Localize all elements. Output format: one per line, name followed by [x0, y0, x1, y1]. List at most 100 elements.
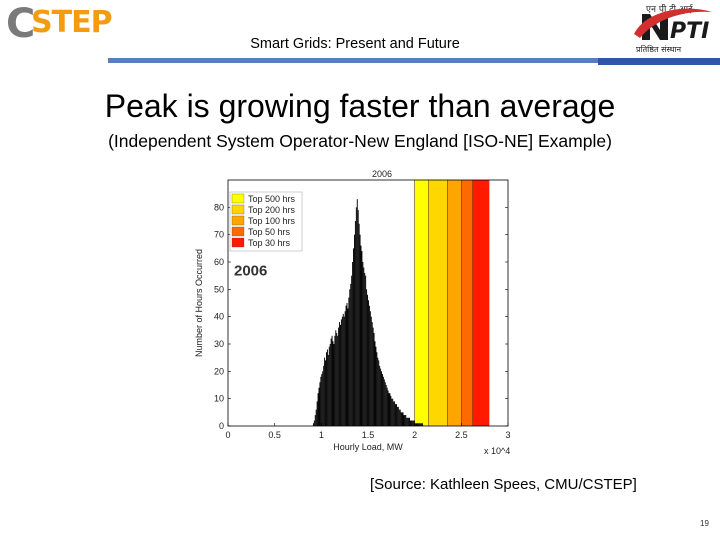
x-tick-label: 3 — [505, 430, 510, 440]
histogram-bar — [342, 313, 344, 426]
histogram-bar — [356, 199, 358, 426]
histogram-bar — [378, 360, 380, 426]
histogram-bar — [354, 221, 356, 426]
histogram-bar — [389, 393, 391, 426]
histogram-bar — [368, 305, 370, 426]
histogram-bar — [347, 308, 349, 426]
histogram-bars — [312, 199, 424, 426]
chart-x-multiplier: x 10^4 — [484, 446, 510, 456]
histogram-bar — [343, 316, 345, 426]
histogram-bar — [326, 352, 327, 426]
histogram-bar — [313, 420, 315, 426]
histogram-bar — [403, 415, 405, 426]
histogram-bar — [359, 234, 361, 426]
y-tick-label: 0 — [219, 421, 224, 431]
legend-swatch — [231, 226, 245, 237]
legend-label: Top 200 hrs — [248, 205, 296, 215]
histogram-bar — [364, 272, 366, 426]
histogram-bar — [382, 374, 383, 426]
x-tick-label: 1.5 — [362, 430, 375, 440]
source-citation: [Source: Kathleen Spees, CMU/CSTEP] — [370, 476, 637, 493]
band-5 — [472, 180, 490, 426]
histogram-bar — [357, 210, 359, 426]
histogram-bar — [410, 420, 411, 426]
histogram-bar — [382, 376, 384, 426]
histogram-bar — [335, 330, 337, 426]
chart-xlabel: Hourly Load, MW — [333, 442, 403, 452]
legend-swatch — [231, 237, 245, 248]
histogram-bar — [411, 420, 413, 426]
histogram-bar — [355, 207, 357, 426]
histogram-bar — [320, 376, 322, 426]
chart-title: 2006 — [372, 169, 392, 179]
histogram-bar — [417, 423, 419, 426]
histogram-bar — [390, 395, 392, 426]
histogram-bar — [416, 423, 418, 426]
histogram-bar — [422, 423, 424, 426]
histogram-bar — [406, 417, 408, 426]
histogram-bar — [324, 357, 326, 426]
y-tick-label: 20 — [214, 366, 224, 376]
legend-swatch — [231, 204, 245, 215]
y-tick-label: 80 — [214, 202, 224, 212]
npti-logo-swoosh — [634, 8, 712, 38]
histogram-bar — [409, 417, 410, 426]
chart-year-label: 2006 — [234, 263, 267, 280]
histogram-bar — [316, 401, 318, 426]
histogram-bar — [386, 387, 388, 426]
histogram-bar — [396, 404, 397, 426]
histogram-bar — [399, 409, 401, 426]
histogram-bar — [396, 406, 398, 426]
histogram-bar — [333, 344, 335, 426]
x-tick-label: 0.5 — [268, 430, 281, 440]
band-1 — [414, 180, 429, 426]
x-tick-label: 2 — [412, 430, 417, 440]
y-tick-label: 50 — [214, 284, 224, 294]
band-2 — [428, 180, 448, 426]
band-3 — [447, 180, 462, 426]
y-tick-label: 70 — [214, 230, 224, 240]
histogram-bar — [340, 324, 341, 426]
histogram-bar — [367, 294, 368, 426]
histogram-bar — [332, 341, 334, 426]
histogram-bar — [376, 352, 378, 426]
histogram-bar — [352, 262, 354, 426]
histogram-bar — [392, 398, 394, 426]
histogram-bar — [349, 289, 351, 426]
x-tick-label: 0 — [225, 430, 230, 440]
histogram-bar — [346, 303, 348, 426]
histogram-bar — [314, 415, 316, 426]
histogram-bar — [315, 409, 317, 426]
histogram-bar — [408, 417, 410, 426]
histogram-bar — [407, 417, 409, 426]
y-tick-label: 10 — [214, 394, 224, 404]
histogram-bar — [363, 267, 365, 426]
histogram-bar — [388, 393, 390, 426]
histogram-bar — [323, 365, 325, 426]
histogram-bar — [341, 316, 343, 426]
npti-logo-pti: PTI — [670, 19, 709, 44]
histogram-bar — [412, 420, 414, 426]
legend-label: Top 30 hrs — [248, 238, 291, 248]
y-tick-label: 60 — [214, 257, 224, 267]
cstep-logo: C STEP — [6, 2, 116, 46]
legend-swatch — [231, 193, 245, 204]
histogram-bar — [369, 311, 371, 426]
histogram-bar — [344, 311, 346, 426]
histogram-bar — [393, 401, 395, 426]
histogram-bar — [317, 393, 319, 426]
histogram-bar — [410, 420, 412, 426]
histogram-bar — [375, 346, 377, 426]
legend-label: Top 100 hrs — [248, 216, 296, 226]
histogram-bar — [373, 333, 375, 426]
histogram-bar — [312, 423, 314, 426]
histogram-bar — [420, 423, 422, 426]
npti-logo: PTI — [634, 8, 712, 44]
header-band-right — [598, 58, 720, 65]
header-band — [108, 58, 598, 63]
y-tick-label: 30 — [214, 339, 224, 349]
chart-ylabel: Number of Hours Occurred — [194, 249, 204, 357]
histogram-bar — [334, 335, 336, 426]
